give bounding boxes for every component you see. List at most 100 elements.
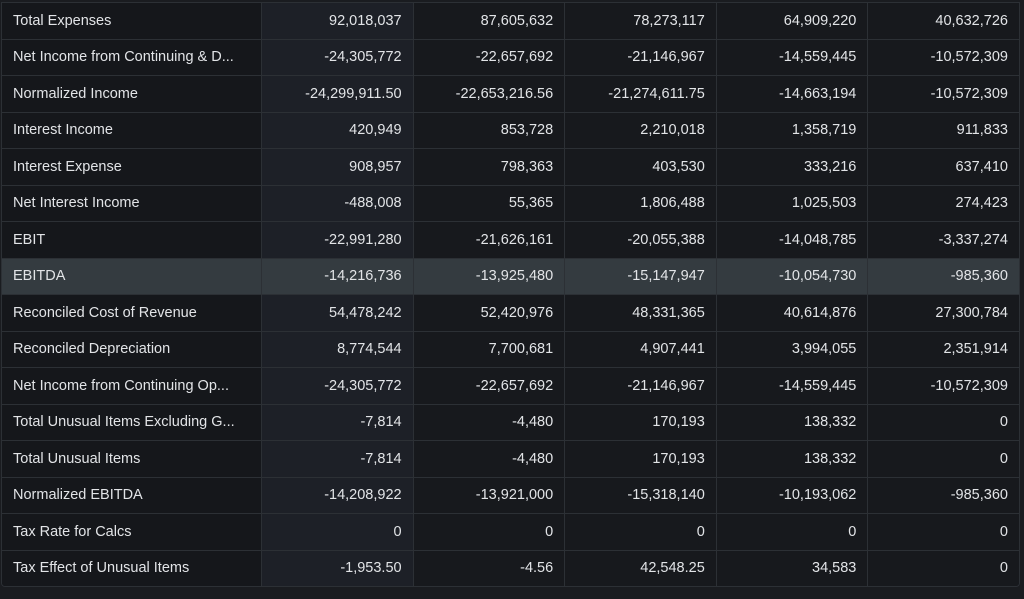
- row-label: Total Unusual Items Excluding G...: [2, 404, 261, 440]
- value-cell: -4.56: [412, 550, 565, 586]
- value-cell: 0: [564, 514, 716, 550]
- value-cell: 4,907,441: [564, 331, 716, 367]
- row-label: Tax Rate for Calcs: [2, 514, 261, 550]
- value-cell: 1,806,488: [564, 185, 716, 221]
- row-label: Net Income from Continuing Op...: [2, 368, 261, 404]
- value-cell: 2,210,018: [564, 112, 716, 148]
- value-cell: 1,025,503: [715, 185, 868, 221]
- value-cell: 55,365: [412, 185, 565, 221]
- value-cell: 0: [867, 404, 1019, 440]
- value-cell: -22,657,692: [412, 368, 565, 404]
- value-cell: 403,530: [564, 149, 716, 185]
- value-cell: 27,300,784: [867, 295, 1019, 331]
- value-cell: 0: [715, 514, 868, 550]
- value-cell: 2,351,914: [867, 331, 1019, 367]
- value-cell: -21,274,611.75: [564, 76, 716, 112]
- table-row[interactable]: Total Unusual Items -7,814 -4,480 170,193 13…: [2, 440, 1019, 477]
- value-cell: -7,814: [261, 404, 413, 440]
- value-cell: -21,146,967: [564, 368, 716, 404]
- value-cell: -10,572,309: [867, 368, 1019, 404]
- value-cell: -14,216,736: [261, 258, 413, 294]
- value-cell: -22,653,216.56: [412, 76, 565, 112]
- value-cell: -10,572,309: [867, 39, 1019, 75]
- value-cell: 54,478,242: [261, 295, 413, 331]
- row-label: Reconciled Cost of Revenue: [2, 295, 261, 331]
- value-cell: 8,774,544: [261, 331, 413, 367]
- table-row[interactable]: EBIT -22,991,280 -21,626,161 -20,055,388 -14…: [2, 221, 1019, 258]
- value-cell: 333,216: [715, 149, 868, 185]
- value-cell: -15,147,947: [564, 258, 716, 294]
- value-cell: -24,305,772: [261, 368, 413, 404]
- value-cell: 40,614,876: [715, 295, 868, 331]
- value-cell: 420,949: [261, 112, 413, 148]
- financials-table: Total Expenses 92,018,037 87,605,632 78,273…: [1, 2, 1020, 587]
- value-cell: 908,957: [261, 149, 413, 185]
- value-cell: -4,480: [412, 404, 565, 440]
- value-cell: 798,363: [412, 149, 565, 185]
- row-label: Total Expenses: [2, 3, 261, 39]
- table-row[interactable]: Net Interest Income -488,008 55,365 1,806,4…: [2, 184, 1019, 221]
- row-label: Interest Expense: [2, 149, 261, 185]
- value-cell: 64,909,220: [715, 3, 868, 39]
- table-row[interactable]: Interest Expense 908,957 798,363 403,530 333…: [2, 148, 1019, 185]
- table-row[interactable]: Reconciled Depreciation 8,774,544 7,700,68…: [2, 330, 1019, 367]
- table-row[interactable]: Interest Income 420,949 853,728 2,210,018 1,…: [2, 111, 1019, 148]
- table-row[interactable]: Tax Rate for Calcs 0 0 0 0 0: [2, 513, 1019, 550]
- table-row[interactable]: Reconciled Cost of Revenue 54,478,242 52,4…: [2, 294, 1019, 331]
- value-cell: -488,008: [261, 185, 413, 221]
- value-cell: -14,208,922: [261, 477, 413, 513]
- value-cell: -1,953.50: [261, 550, 413, 586]
- value-cell: -14,048,785: [715, 222, 868, 258]
- value-cell: 42,548.25: [564, 550, 716, 586]
- value-cell: 78,273,117: [564, 3, 716, 39]
- value-cell: 853,728: [412, 112, 565, 148]
- value-cell: -22,657,692: [412, 39, 565, 75]
- value-cell: 637,410: [867, 149, 1019, 185]
- value-cell: 0: [867, 441, 1019, 477]
- table-row[interactable]: Total Expenses 92,018,037 87,605,632 78,273…: [2, 2, 1019, 39]
- table-row[interactable]: EBITDA -14,216,736 -13,925,480 -15,147,947-…: [2, 257, 1019, 294]
- value-cell: 48,331,365: [564, 295, 716, 331]
- row-label: EBIT: [2, 222, 261, 258]
- value-cell: 0: [261, 514, 413, 550]
- table-row[interactable]: Net Income from Continuing Op... -24,305,…: [2, 367, 1019, 404]
- value-cell: -21,626,161: [412, 222, 565, 258]
- value-cell: -24,305,772: [261, 39, 413, 75]
- value-cell: -4,480: [412, 441, 565, 477]
- row-label: Reconciled Depreciation: [2, 331, 261, 367]
- value-cell: 7,700,681: [412, 331, 565, 367]
- table-row[interactable]: Total Unusual Items Excluding G... -7,814…: [2, 403, 1019, 440]
- row-label: Net Income from Continuing & D...: [2, 39, 261, 75]
- table-row[interactable]: Normalized Income -24,299,911.50 -22,653,2…: [2, 75, 1019, 112]
- value-cell: -14,559,445: [715, 39, 868, 75]
- value-cell: -3,337,274: [867, 222, 1019, 258]
- value-cell: 170,193: [564, 441, 716, 477]
- value-cell: 52,420,976: [412, 295, 565, 331]
- row-label: Tax Effect of Unusual Items: [2, 550, 261, 586]
- value-cell: 911,833: [867, 112, 1019, 148]
- value-cell: -10,054,730: [715, 258, 868, 294]
- value-cell: 170,193: [564, 404, 716, 440]
- row-label: EBITDA: [2, 258, 261, 294]
- table-row[interactable]: Normalized EBITDA -14,208,922 -13,921,000-…: [2, 476, 1019, 513]
- value-cell: 0: [412, 514, 565, 550]
- table-row[interactable]: Tax Effect of Unusual Items -1,953.50 -4.5…: [2, 549, 1019, 586]
- value-cell: -21,146,967: [564, 39, 716, 75]
- value-cell: -10,572,309: [867, 76, 1019, 112]
- value-cell: 40,632,726: [867, 3, 1019, 39]
- value-cell: -14,663,194: [715, 76, 868, 112]
- value-cell: -985,360: [867, 258, 1019, 294]
- value-cell: 3,994,055: [715, 331, 868, 367]
- table-row[interactable]: Net Income from Continuing & D... -24,305…: [2, 38, 1019, 75]
- value-cell: 87,605,632: [412, 3, 565, 39]
- value-cell: -10,193,062: [715, 477, 868, 513]
- value-cell: 138,332: [715, 404, 868, 440]
- value-cell: 0: [867, 514, 1019, 550]
- value-cell: 138,332: [715, 441, 868, 477]
- value-cell: 0: [867, 550, 1019, 586]
- row-label: Normalized EBITDA: [2, 477, 261, 513]
- row-label: Total Unusual Items: [2, 441, 261, 477]
- value-cell: -22,991,280: [261, 222, 413, 258]
- value-cell: -14,559,445: [715, 368, 868, 404]
- value-cell: 92,018,037: [261, 3, 413, 39]
